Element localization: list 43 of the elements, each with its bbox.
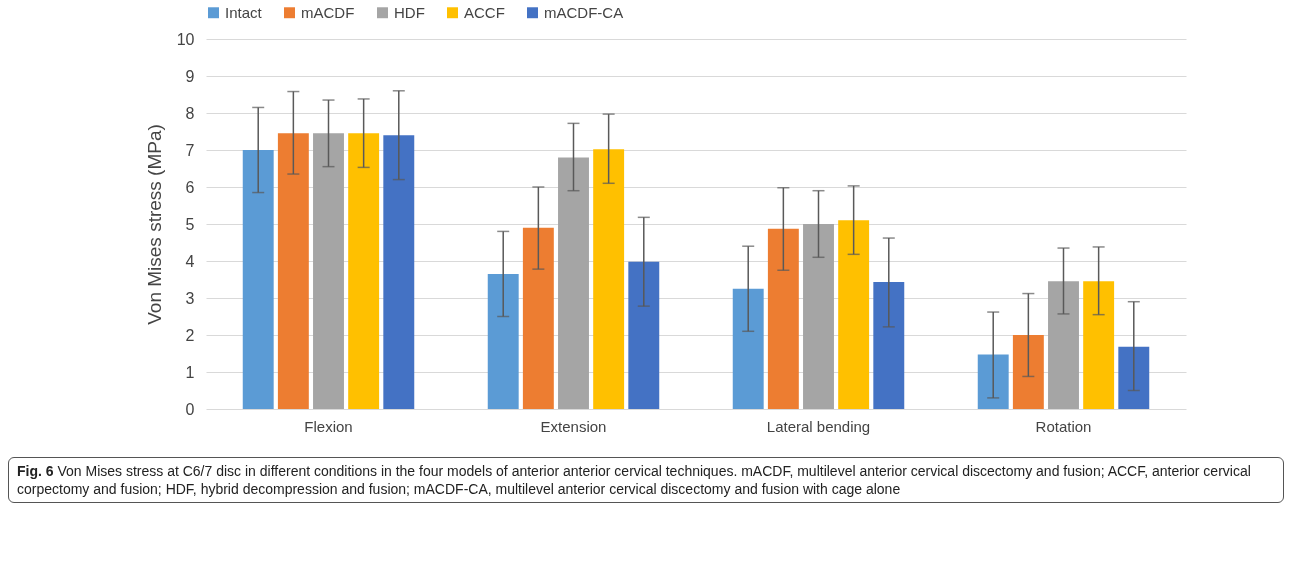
y-tick-label: 2 [185,326,195,344]
bar [767,228,799,409]
bar [277,133,309,409]
y-tick-label: 10 [176,30,195,48]
y-axis-title: Von Mises stress (MPa) [143,124,165,325]
caption-box: Fig. 6 Von Mises stress at C6/7 disc in different conditions in the four models of anterior anterior cervical techniques. mACDF, multilevel anterior cervical discectomy and fusion; ACCF, anterior cervical corpectomy and fusion; HDF, hybrid decompression and fusion; mACDF-CA, multilevel anterior cervical discectomy and fusion with cage alone [8,457,1284,503]
bar [628,261,660,409]
y-tick-label: 6 [185,178,195,196]
bar [383,135,415,409]
bar [487,273,519,409]
y-tick-label: 4 [185,252,195,270]
y-tick-label: 7 [185,141,195,159]
bar [242,150,274,409]
caption: Fig. 6 Von Mises stress at C6/7 disc in different conditions in the four models of anterior anterior cervical techniques. mACDF, multilevel anterior cervical discectomy and fusion; ACCF, anterior cervical corpectomy and fusion; HDF, hybrid decompression and fusion; mACDF-CA, multilevel anterior cervical discectomy and fusion with cage alone [17,462,1252,498]
x-tick-label: Flexion [304,417,353,435]
y-tick-label: 9 [185,67,195,85]
legend-label: mACDF-CA [544,3,624,21]
bar [1118,346,1150,409]
bar [732,288,764,409]
bar [803,224,834,409]
bar [313,133,344,409]
bar [348,133,380,409]
x-tick-label: Lateral bending [766,417,871,435]
y-tick-label: 0 [185,400,195,418]
legend-label: ACCF [464,3,505,21]
bar [977,354,1009,409]
y-tick-label: 8 [185,104,195,122]
legend-label: Intact [225,3,263,21]
bar [558,157,589,409]
bar [1012,335,1044,409]
bar [522,227,554,409]
bar [873,282,905,409]
x-tick-label: Rotation [1035,417,1092,435]
bar [1083,281,1115,409]
x-tick-label: Extension [540,417,607,435]
y-tick-label: 5 [185,215,195,233]
legend-label: HDF [394,3,425,21]
bar [1048,281,1079,409]
bar [593,149,625,409]
bar [838,220,870,409]
y-tick-label: 1 [185,363,195,381]
legend-label: mACDF [301,3,355,21]
y-tick-label: 3 [185,289,195,307]
